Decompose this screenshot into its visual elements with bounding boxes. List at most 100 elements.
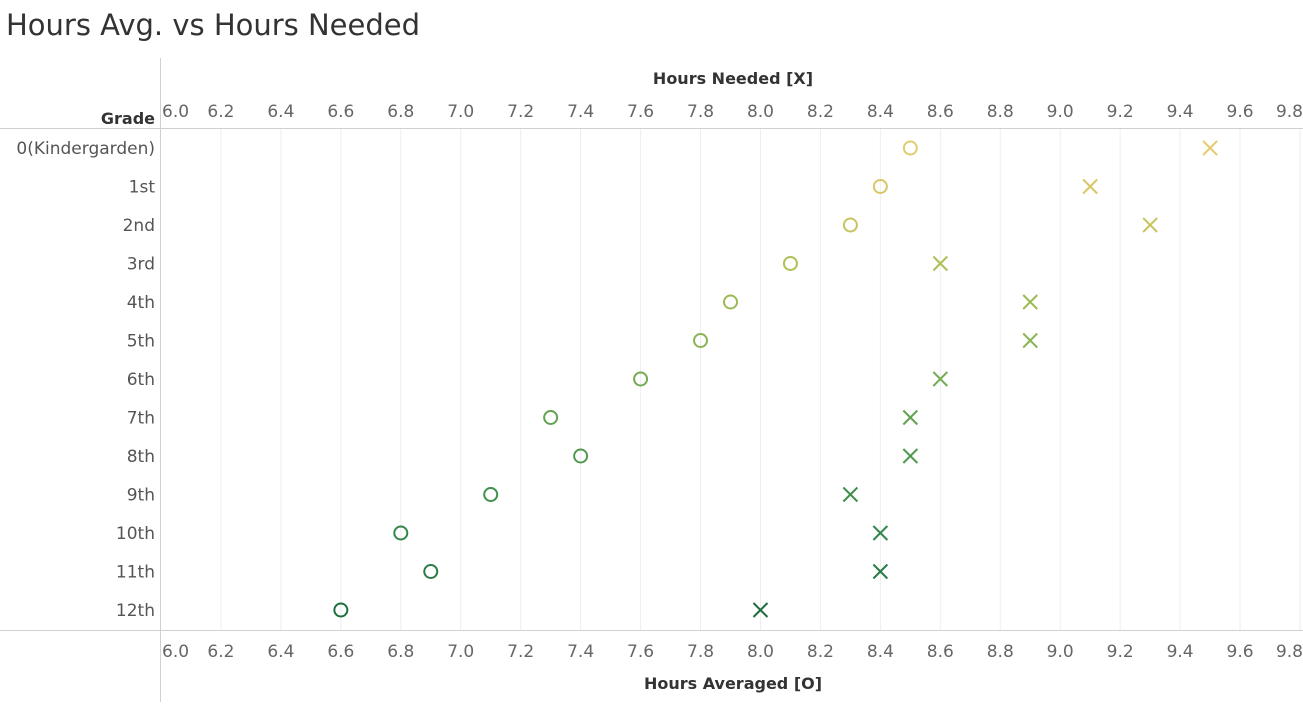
x-top-tick-label: 8.8	[987, 102, 1014, 122]
x-top-tick-label: 6.8	[387, 102, 414, 122]
x-mark-stroke	[842, 486, 859, 503]
hours-needed-point	[1022, 294, 1038, 310]
x-mark-stroke	[872, 525, 889, 541]
hours-needed-point	[932, 255, 949, 272]
x-bottom-tick-label: 6.4	[267, 642, 294, 662]
x-mark-stroke	[1022, 332, 1038, 349]
hours-needed-point	[932, 371, 949, 387]
x-top-tick-label: 8.4	[867, 102, 894, 122]
hours-averaged-point	[483, 487, 499, 502]
row-header-grade: Grade	[101, 109, 155, 128]
hours-averaged-point	[723, 294, 738, 310]
hours-averaged-point	[902, 140, 918, 156]
x-top-tick-label: 7.4	[567, 102, 594, 122]
tick-layer: 6.0 6.0 6.2 6.2 6.4 6.4 6.6 6.6 6.8 6.8 7.0 7.0 7.2 7…	[162, 102, 1303, 662]
x-mark-stroke	[1202, 140, 1218, 156]
x-mark-stroke	[902, 448, 919, 464]
x-bottom-axis-title: Hours Averaged [O]	[644, 674, 822, 693]
page-title: Hours Avg. vs Hours Needed	[6, 8, 421, 42]
row-label: 3rd	[127, 255, 155, 275]
row-label: 7th	[127, 409, 155, 429]
x-bottom-tick-label: 8.8	[987, 642, 1014, 662]
row-label: 11th	[116, 563, 155, 583]
grid-layer	[220, 129, 1301, 630]
x-bottom-tick-label: 9.8	[1276, 642, 1303, 662]
x-bottom-tick-label: 7.4	[567, 642, 594, 662]
hours-needed-point	[842, 486, 859, 503]
x-top-tick-label: 7.8	[687, 102, 714, 122]
row-label: 12th	[116, 601, 155, 621]
x-top-tick-label: 7.2	[507, 102, 534, 122]
x-top-tick-label: 9.6	[1227, 102, 1254, 122]
x-mark-stroke	[902, 409, 919, 426]
x-bottom-tick-label: 9.2	[1107, 642, 1134, 662]
x-mark-stroke	[1082, 178, 1098, 195]
x-top-tick-label: 8.6	[927, 102, 954, 122]
hours-needed-point	[1202, 140, 1218, 156]
row-label: 8th	[127, 447, 155, 467]
x-bottom-tick-label: 8.4	[867, 642, 894, 662]
row-label-layer: 0(Kindergarden) 1st 2nd 3rd 4th 5th 6th 7th 8th 9…	[16, 139, 155, 621]
x-bottom-tick-label: 7.2	[507, 642, 534, 662]
x-bottom-tick-label: 8.2	[807, 642, 834, 662]
x-top-tick-label: 8.0	[747, 102, 774, 122]
x-bottom-tick-label: 9.6	[1227, 642, 1254, 662]
hours-averaged-point	[633, 371, 649, 387]
hours-averaged-point	[333, 602, 349, 618]
x-bottom-tick-label: 7.0	[447, 642, 474, 662]
hours-averaged-point	[842, 217, 858, 233]
x-top-tick-label: 7.0	[447, 102, 474, 122]
x-bottom-tick-label: 6.0	[162, 642, 189, 662]
axis-layer: Hours Needed [X] Hours Averaged [O] Grad…	[0, 58, 1303, 702]
row-label: 0(Kindergarden)	[16, 139, 155, 159]
x-bottom-tick-label: 7.8	[687, 642, 714, 662]
hours-needed-point	[872, 563, 889, 580]
row-label: 1st	[129, 178, 156, 198]
mark-layer	[333, 140, 1218, 618]
x-top-tick-label: 8.2	[807, 102, 834, 122]
x-bottom-tick-label: 9.4	[1167, 642, 1194, 662]
x-top-tick-label: 6.6	[327, 102, 354, 122]
x-top-tick-label: 6.2	[207, 102, 234, 122]
x-bottom-tick-label: 6.2	[207, 642, 234, 662]
x-mark-stroke	[872, 563, 889, 580]
row-label: 10th	[116, 524, 155, 544]
x-mark-stroke	[932, 371, 949, 387]
row-label: 9th	[127, 486, 155, 506]
x-bottom-tick-label: 6.6	[327, 642, 354, 662]
hours-averaged-point	[393, 525, 409, 541]
hours-averaged-point	[543, 410, 559, 425]
row-label: 5th	[127, 332, 155, 352]
x-top-axis-title: Hours Needed [X]	[653, 69, 813, 88]
hours-averaged-point	[423, 564, 439, 579]
row-label: 2nd	[123, 216, 155, 236]
hours-needed-point	[1082, 178, 1098, 195]
x-top-tick-label: 7.6	[627, 102, 654, 122]
x-bottom-tick-label: 8.0	[747, 642, 774, 662]
hours-needed-point	[752, 602, 769, 618]
x-top-tick-label: 9.4	[1167, 102, 1194, 122]
x-top-tick-label: 9.2	[1107, 102, 1134, 122]
x-mark-stroke	[1022, 294, 1038, 310]
x-mark-stroke	[1142, 217, 1158, 233]
hours-needed-point	[902, 448, 919, 464]
row-label: 4th	[127, 293, 155, 313]
x-mark-stroke	[932, 255, 949, 272]
hours-needed-point	[872, 525, 889, 541]
x-mark-stroke	[752, 602, 769, 618]
x-top-tick-label: 6.0	[162, 102, 189, 122]
x-top-tick-label: 9.8	[1276, 102, 1303, 122]
hours-averaged-point	[573, 448, 589, 464]
hours-needed-point	[1022, 332, 1038, 349]
hours-averaged-point	[693, 333, 709, 348]
x-top-tick-label: 9.0	[1047, 102, 1074, 122]
x-top-tick-label: 6.4	[267, 102, 294, 122]
row-label: 6th	[127, 370, 155, 390]
hours-averaged-point	[872, 179, 888, 194]
hours-needed-point	[1142, 217, 1158, 233]
x-bottom-tick-label: 7.6	[627, 642, 654, 662]
hours-averaged-point	[782, 256, 798, 271]
x-bottom-tick-label: 9.0	[1047, 642, 1074, 662]
hours-needed-point	[902, 409, 919, 426]
